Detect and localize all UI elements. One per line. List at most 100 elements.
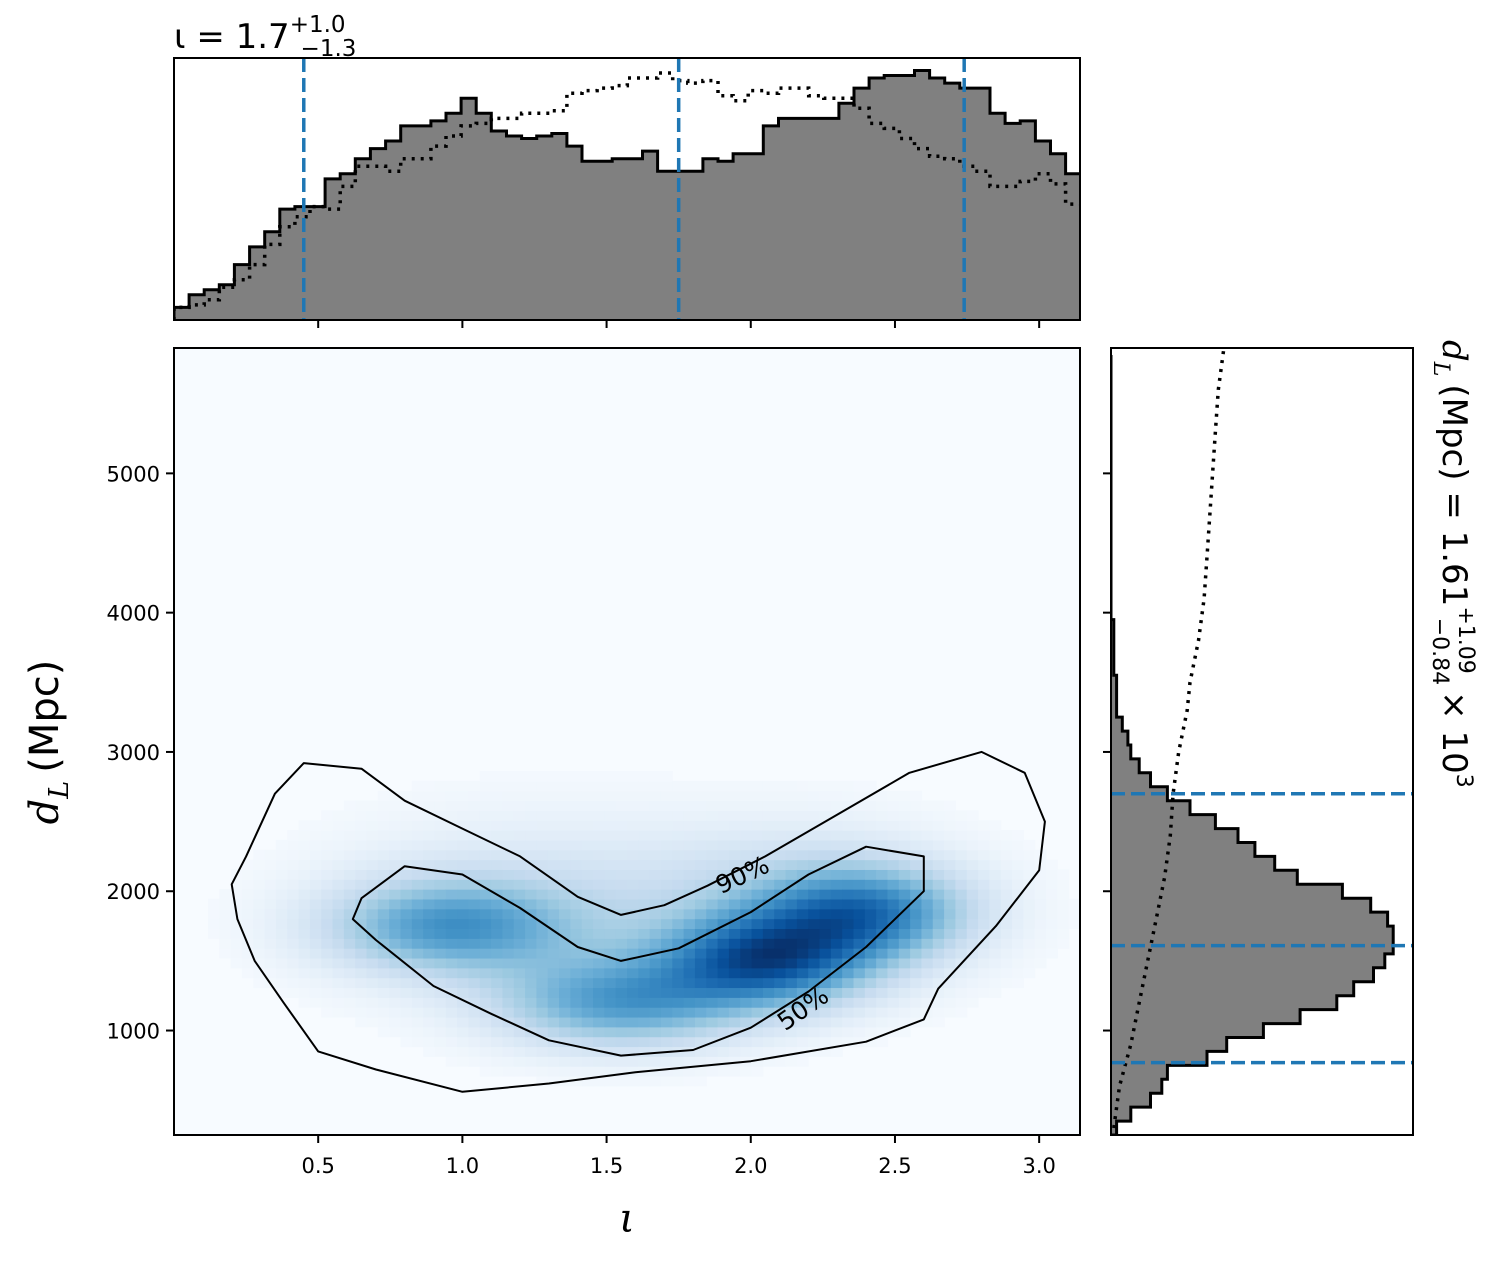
heatmap-cell (491, 790, 504, 802)
heatmap-cell (457, 957, 470, 969)
heatmap-cell (887, 859, 900, 870)
heatmap-cell (717, 869, 730, 880)
heatmap-cell (321, 839, 334, 851)
heatmap-cell (910, 977, 923, 989)
heatmap-cell (559, 879, 571, 890)
heatmap-cell (468, 839, 481, 851)
right-histogram-fill (1111, 355, 1394, 1135)
heatmap-cell (955, 918, 968, 930)
heatmap-cell (955, 997, 968, 1008)
heatmap-cell (468, 1016, 481, 1028)
heatmap-cell (762, 948, 775, 959)
heatmap-cell (525, 938, 537, 949)
heatmap-cell (819, 1026, 832, 1038)
heatmap-cell (876, 908, 889, 920)
heatmap-cell (864, 997, 877, 1008)
heatmap-cell (559, 771, 571, 782)
heatmap-cell (649, 859, 662, 870)
heatmap-cell (445, 889, 458, 900)
heatmap-cell (411, 957, 424, 969)
heatmap-cell (502, 889, 515, 900)
y-tick-label: 4000 (107, 602, 160, 626)
heatmap-cell (615, 967, 628, 979)
heatmap-cell (547, 957, 560, 969)
heatmap-cell (479, 820, 492, 831)
heatmap-cell (491, 1016, 504, 1028)
heatmap-cell (581, 1075, 594, 1087)
heatmap-cell (287, 957, 300, 969)
heatmap-cell (423, 967, 436, 979)
heatmap-cell (604, 967, 617, 979)
heatmap-cell (864, 908, 877, 920)
heatmap-cell (321, 938, 334, 949)
heatmap-cell (830, 918, 843, 930)
heatmap-cell (275, 987, 288, 998)
heatmap-cell (411, 997, 424, 1008)
heatmap-cell (457, 987, 470, 998)
heatmap-cell (389, 839, 402, 851)
heatmap-cell (468, 997, 481, 1008)
heatmap-cell (389, 849, 402, 861)
heatmap-cell (683, 1007, 696, 1018)
heatmap-cell (559, 849, 571, 861)
heatmap-cell (717, 987, 730, 998)
heatmap-cell (593, 1075, 605, 1087)
heatmap-cell (819, 948, 832, 959)
heatmap-cell (377, 1007, 390, 1018)
heatmap-cell (423, 1007, 436, 1018)
heatmap-cell (785, 790, 798, 802)
heatmap-cell (819, 810, 832, 821)
heatmap-cell (491, 849, 504, 861)
heatmap-cell (1000, 879, 1013, 890)
heatmap-cell (910, 997, 923, 1008)
heatmap-cell (638, 918, 651, 930)
heatmap-cell (717, 820, 730, 831)
heatmap-cell (876, 957, 889, 969)
heatmap-cell (751, 849, 764, 861)
heatmap-cell (1023, 898, 1036, 910)
heatmap-cell (638, 898, 651, 910)
heatmap-cell (411, 879, 424, 890)
heatmap-cell (728, 928, 741, 939)
heatmap-cell (740, 780, 753, 792)
heatmap-cell (298, 938, 311, 949)
heatmap-cell (559, 780, 571, 792)
heatmap-cell (842, 869, 855, 880)
heatmap-cell (751, 830, 764, 841)
heatmap-cell (740, 1007, 753, 1018)
heatmap-cell (366, 967, 379, 979)
heatmap-cell (887, 938, 900, 949)
heatmap-cell (910, 987, 923, 998)
heatmap-cell (638, 908, 651, 920)
heatmap-cell (491, 957, 504, 969)
heatmap-cell (853, 859, 866, 870)
heatmap-cell (559, 800, 571, 811)
heatmap-cell (887, 997, 900, 1008)
heatmap-cell (434, 1026, 447, 1038)
heatmap-cell (660, 948, 673, 959)
heatmap-cell (728, 898, 741, 910)
top-histogram-fill (174, 70, 1080, 320)
heatmap-cell (468, 898, 481, 910)
heatmap-cell (502, 879, 515, 890)
heatmap-cell (672, 1026, 685, 1038)
heatmap-cell (762, 918, 775, 930)
heatmap-cell (694, 997, 707, 1008)
heatmap-cell (842, 889, 855, 900)
heatmap-cell (457, 1007, 470, 1018)
heatmap-cell (672, 918, 685, 930)
heatmap-cell (615, 987, 628, 998)
heatmap-cell (762, 1026, 775, 1038)
heatmap-cell (944, 967, 957, 979)
heatmap-cell (706, 1046, 719, 1057)
heatmap-cell (321, 869, 334, 880)
heatmap-cell (298, 839, 311, 851)
heatmap-cell (593, 879, 605, 890)
heatmap-cell (932, 987, 945, 998)
heatmap-cell (298, 997, 311, 1008)
heatmap-cell (570, 790, 583, 802)
heatmap-cell (366, 820, 379, 831)
heatmap-cell (808, 839, 821, 851)
heatmap-cell (932, 839, 945, 851)
heatmap-cell (287, 849, 300, 861)
